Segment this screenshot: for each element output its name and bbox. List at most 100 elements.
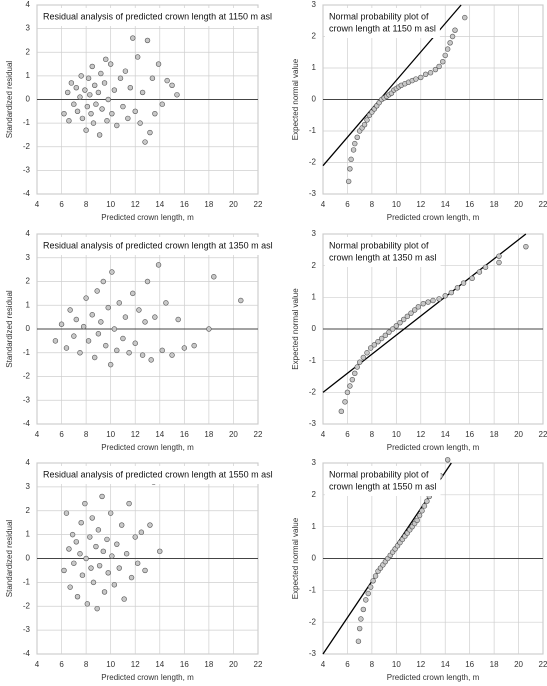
point — [344, 389, 351, 396]
chart-title: crown length at 1350 m asl — [329, 252, 437, 262]
title-box: Normal probability plot of crown length a… — [325, 466, 441, 496]
point — [121, 596, 127, 602]
point — [101, 80, 108, 86]
y-tick-label: 1 — [312, 63, 317, 72]
title-background — [39, 237, 277, 255]
point — [103, 56, 109, 63]
point — [397, 319, 403, 326]
point — [94, 288, 100, 294]
point — [425, 299, 431, 305]
point — [400, 316, 407, 323]
x-axis-title: Predicted crown length, m — [101, 673, 194, 682]
x-tick-label: 10 — [106, 200, 115, 209]
y-tick-label: 0 — [26, 554, 31, 563]
point — [85, 338, 92, 344]
x-tick-label: 14 — [155, 200, 164, 209]
point — [191, 342, 197, 349]
point — [139, 89, 146, 96]
point — [61, 567, 67, 574]
point — [123, 551, 130, 557]
x-tick-label: 4 — [321, 660, 326, 669]
point — [365, 590, 371, 597]
x-tick-label: 22 — [539, 200, 547, 209]
point — [452, 27, 458, 33]
point — [338, 408, 345, 415]
point — [462, 14, 468, 21]
chart-title: Normal probability plot of — [329, 469, 429, 479]
point — [77, 94, 83, 100]
y-tick-label: 4 — [26, 0, 31, 9]
point — [117, 75, 124, 81]
point — [155, 61, 162, 67]
chart-title: Normal probability plot of — [329, 11, 429, 21]
point — [152, 314, 158, 320]
y-tick-label: 0 — [26, 324, 31, 333]
x-tick-label: 22 — [539, 660, 547, 669]
point — [99, 106, 105, 112]
x-tick-label: 14 — [441, 200, 450, 209]
x-tick-label: 20 — [514, 430, 523, 439]
point — [89, 515, 95, 521]
title-box: Residual analysis of predicted crown len… — [39, 237, 277, 255]
chart-title: Residual analysis of predicted crown len… — [43, 240, 273, 250]
point — [444, 457, 451, 463]
point — [350, 147, 357, 153]
point — [416, 512, 423, 519]
y-tick-label: 2 — [312, 32, 317, 41]
point — [356, 625, 363, 632]
point — [71, 101, 77, 107]
y-tick-label: -3 — [309, 649, 317, 658]
point — [358, 616, 364, 622]
y-tick-label: 2 — [26, 506, 31, 515]
point — [138, 529, 145, 535]
y-tick-label: -2 — [23, 142, 31, 151]
point — [126, 350, 132, 356]
point — [421, 503, 428, 509]
y-tick-label: -1 — [309, 585, 317, 594]
panel: 4 6 8 10 12 14 16 18 20 22-4-3-2-101234Predicted … — [5, 0, 276, 222]
point — [460, 280, 467, 286]
point — [175, 316, 181, 323]
point — [370, 578, 376, 584]
point — [148, 357, 154, 363]
point — [101, 589, 108, 595]
y-tick-label: 3 — [312, 229, 317, 238]
x-tick-label: 10 — [392, 200, 401, 209]
point — [211, 274, 217, 280]
point — [469, 275, 475, 282]
point — [342, 399, 348, 405]
point — [449, 33, 456, 40]
x-tick-label: 6 — [59, 660, 64, 669]
point — [348, 156, 354, 163]
title-box: Normal probability plot of crown length a… — [325, 237, 441, 267]
point — [105, 570, 111, 576]
point — [120, 103, 126, 110]
point — [73, 316, 79, 323]
point — [360, 354, 367, 361]
y-tick-label: -1 — [309, 126, 317, 135]
y-tick-label: -2 — [23, 372, 31, 381]
point — [83, 127, 89, 133]
point — [63, 345, 70, 351]
point — [107, 61, 114, 67]
point — [345, 178, 352, 185]
point — [114, 122, 120, 129]
x-tick-label: 6 — [345, 660, 350, 669]
y-tick-label: 0 — [312, 324, 317, 333]
y-tick-label: 0 — [312, 554, 317, 563]
point — [92, 82, 98, 89]
point — [144, 278, 151, 285]
point — [389, 326, 396, 332]
x-axis-title: Predicted crown length, m — [101, 443, 194, 452]
point — [136, 307, 142, 313]
y-tick-label: 1 — [26, 71, 31, 80]
point — [360, 606, 367, 613]
y-tick-label: -3 — [23, 165, 31, 174]
point — [84, 601, 91, 607]
x-tick-label: 18 — [204, 430, 213, 439]
x-tick-label: 20 — [229, 200, 238, 209]
point — [386, 329, 392, 335]
y-tick-label: -3 — [23, 625, 31, 634]
